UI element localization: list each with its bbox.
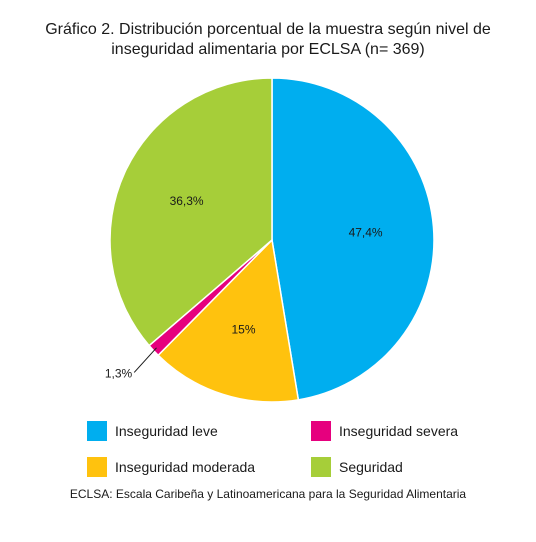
footnote: ECLSA: Escala Caribeña y Latinoamericana… [69, 487, 467, 501]
pie-slice-inseguridad-leve [271, 77, 435, 401]
data-label-inseguridad-leve: 47,4% [349, 225, 383, 239]
chart-title-line2: inseguridad alimentaria por ECLSA (n= 36… [111, 41, 425, 58]
pie-slice-seguridad [109, 77, 273, 347]
leader-line [133, 347, 157, 373]
data-label-inseguridad-severa: 1,3% [105, 366, 133, 380]
chart-title-line1: Gráfico 2. Distribución porcentual de la… [45, 21, 491, 38]
data-label-inseguridad-moderada: 15% [231, 323, 255, 337]
pie-slice-inseguridad-moderada [157, 238, 300, 403]
chart-title: Gráfico 2. Distribución porcentual de la… [0, 20, 536, 60]
pie-labels: 47,4% 15% 1,3% 36,3% [105, 194, 383, 381]
pie-slices [109, 77, 435, 403]
data-label-seguridad: 36,3% [170, 194, 204, 208]
